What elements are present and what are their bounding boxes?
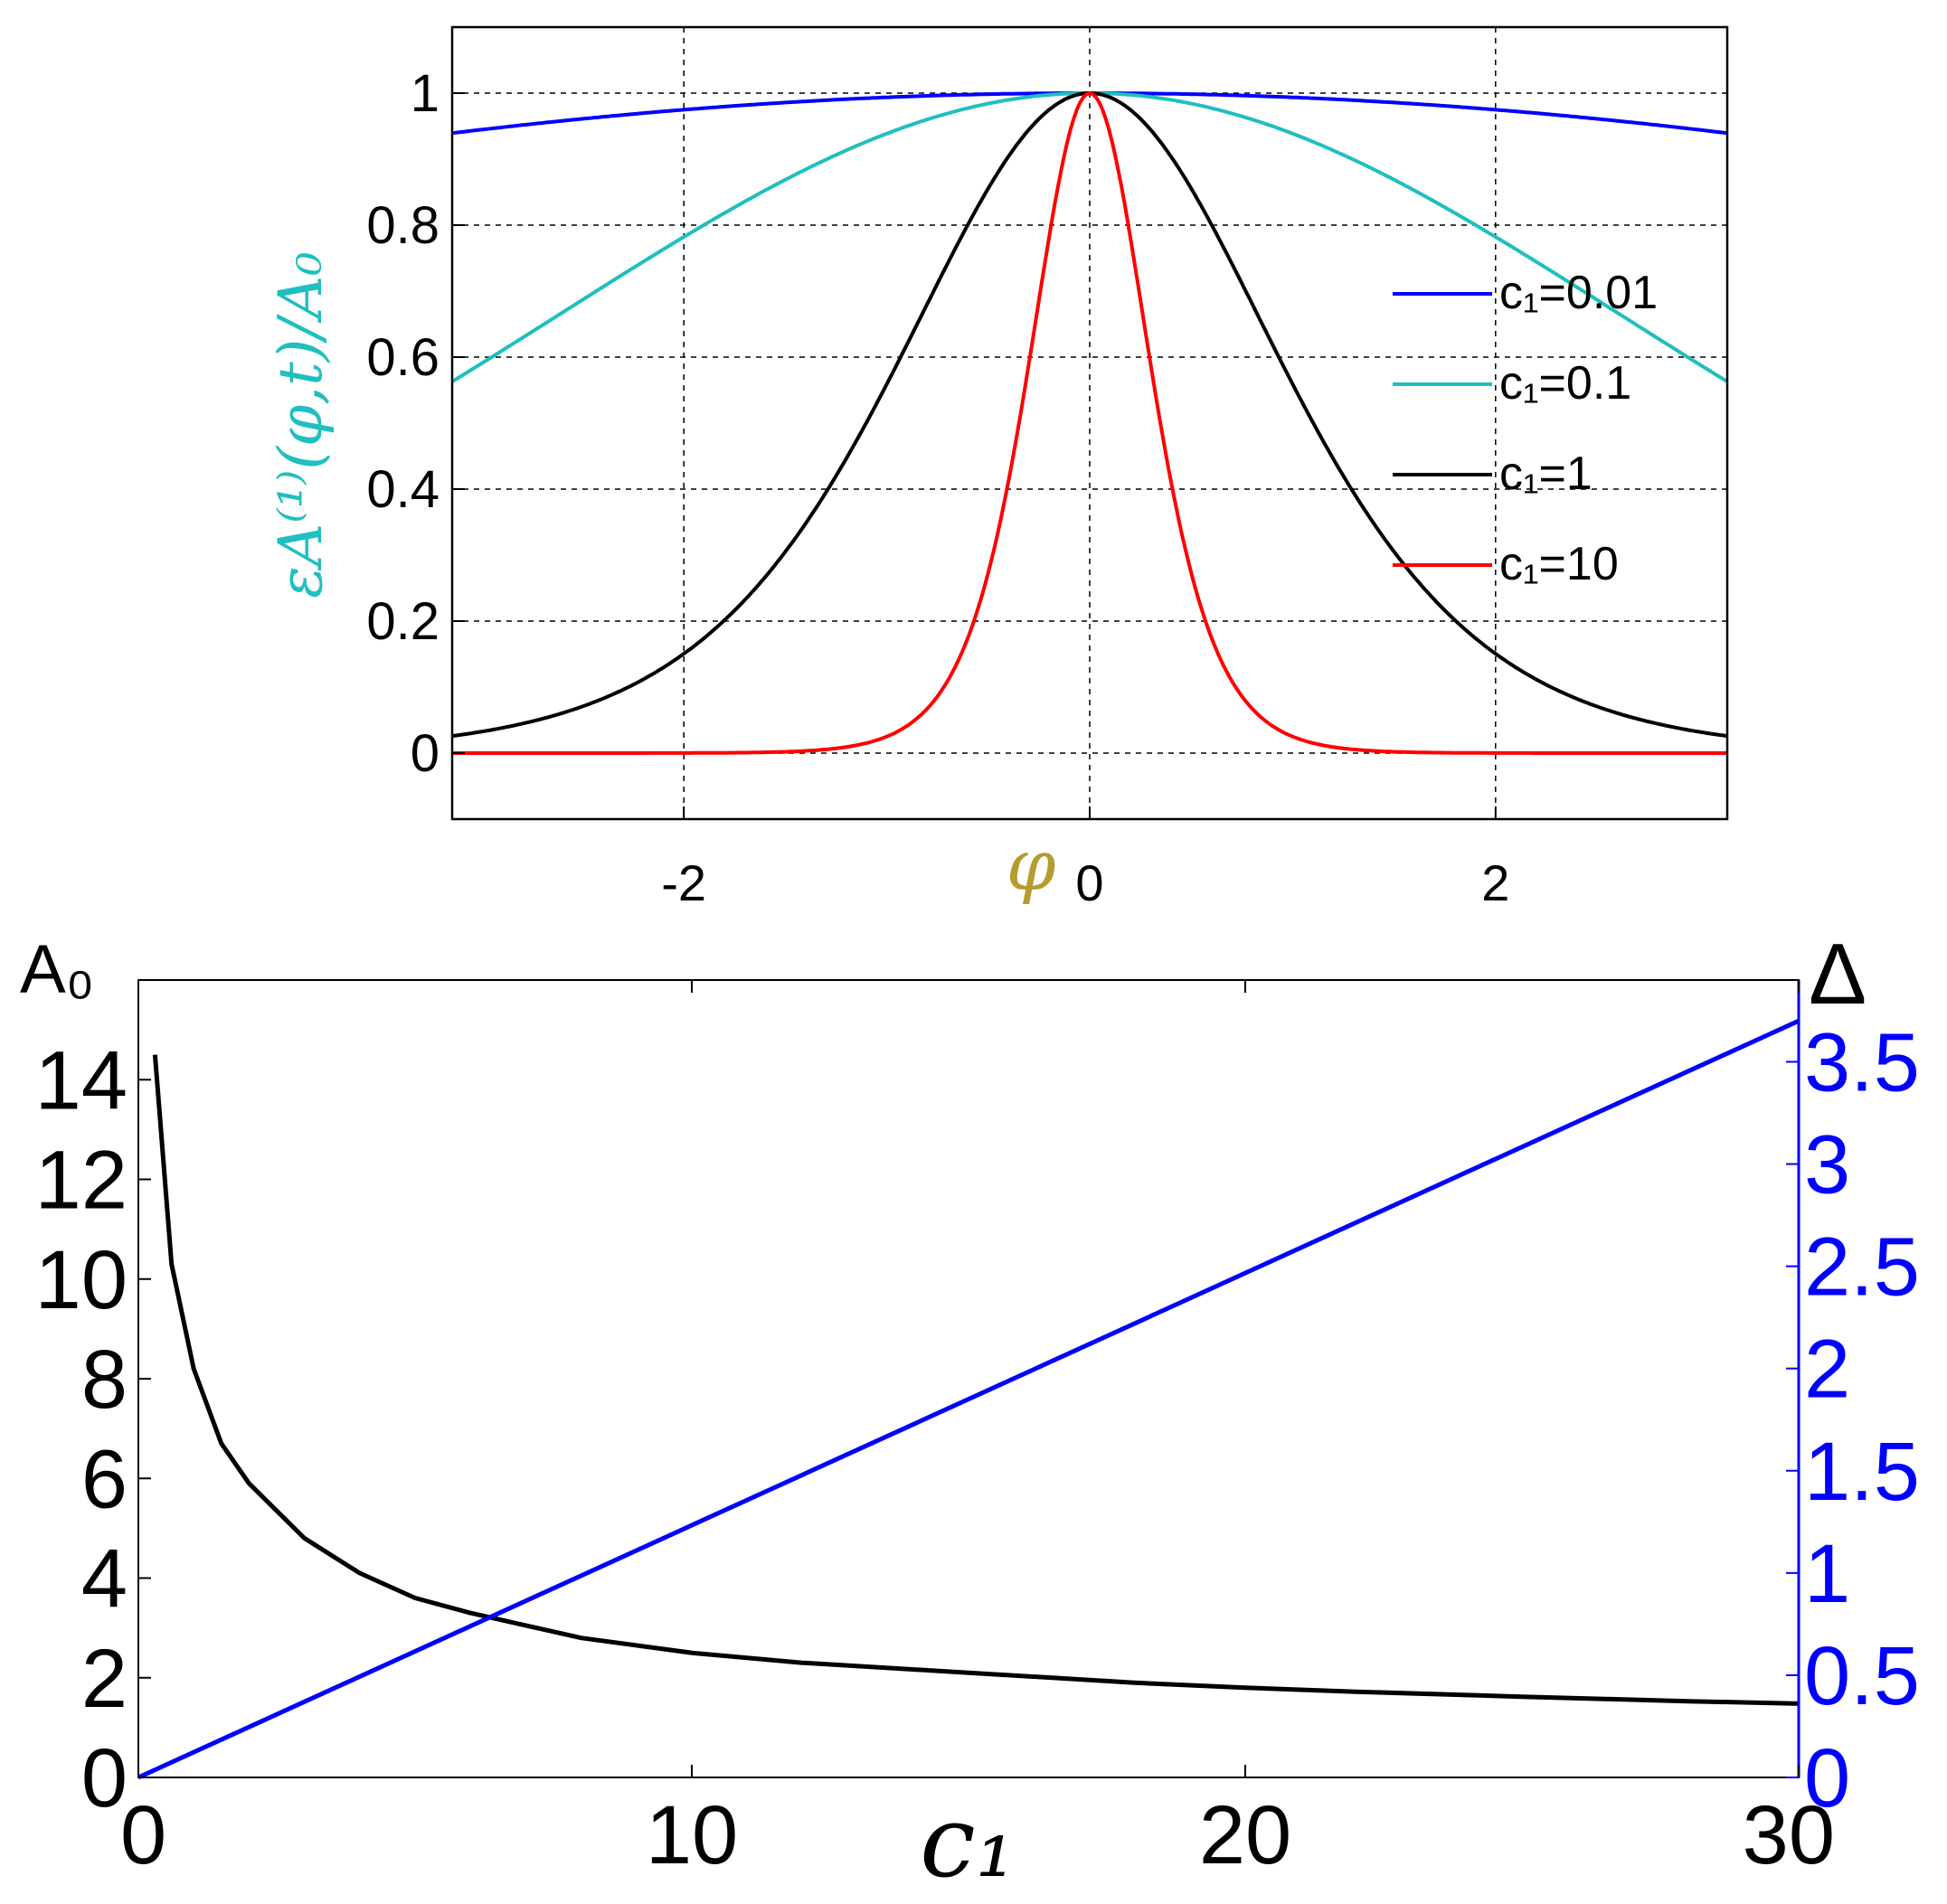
bottom-right-tick-label: 0 bbox=[1804, 1732, 1850, 1824]
bottom-left-tick-label: 0 bbox=[81, 1732, 128, 1824]
bottom-plot-frame bbox=[137, 979, 1800, 1778]
top-y-tick-label: 1 bbox=[411, 64, 439, 123]
top-legend-label: c₁=10 bbox=[1499, 538, 1619, 590]
bottom-right-tick-label: 0.5 bbox=[1804, 1630, 1920, 1722]
top-y-tick-label: 0.2 bbox=[366, 592, 439, 651]
bottom-x-tick-label: 10 bbox=[646, 1789, 738, 1881]
bottom-right-tick-label: 3.5 bbox=[1804, 1016, 1920, 1108]
bottom-x-tick-label: 20 bbox=[1199, 1789, 1291, 1881]
top-ticks: -2 0 2 0 0.2 0.4 0.6 0.8 1 bbox=[366, 64, 1509, 911]
top-y-tick-label: 0 bbox=[411, 724, 439, 783]
bottom-left-tick-label: 4 bbox=[81, 1533, 128, 1626]
bottom-x-tick-label: 0 bbox=[120, 1789, 166, 1881]
bottom-series-line bbox=[152, 1054, 1800, 1706]
top-x-tick-label: 0 bbox=[1075, 854, 1103, 911]
bottom-left-tick-label: 12 bbox=[35, 1135, 128, 1227]
bottom-right-tick-label: 1 bbox=[1804, 1528, 1850, 1620]
bottom-x-tick-label: 30 bbox=[1743, 1789, 1835, 1881]
bottom-series bbox=[137, 1018, 1801, 1780]
bottom-right-tick-label: 1.5 bbox=[1804, 1426, 1920, 1518]
bottom-left-tick-label: 14 bbox=[35, 1034, 128, 1126]
bottom-right-tick-label: 3 bbox=[1804, 1119, 1850, 1211]
top-legend-label: c₁=0.01 bbox=[1499, 267, 1658, 319]
top-y-tick-label: 0.8 bbox=[366, 196, 439, 255]
bottom-x-axis-label: c₁ bbox=[920, 1784, 1016, 1899]
bottom-right-tick-label: 2 bbox=[1804, 1324, 1850, 1416]
top-grid bbox=[452, 27, 1727, 819]
top-x-tick-label: 2 bbox=[1481, 854, 1509, 911]
top-legend-label: c₁=1 bbox=[1499, 448, 1593, 500]
top-y-tick-label: 0.4 bbox=[366, 460, 439, 519]
bottom-right-axis-label: Δ bbox=[1809, 926, 1867, 1023]
bottom-left-tick-label: 2 bbox=[81, 1633, 128, 1725]
top-y-tick-label: 0.6 bbox=[366, 328, 439, 387]
top-x-tick-label: -2 bbox=[661, 854, 706, 911]
bottom-left-axis-label: A₀ bbox=[20, 931, 94, 1008]
bottom-series-line bbox=[137, 1018, 1801, 1780]
top-chart: -2 0 2 0 0.2 0.4 0.6 0.8 1 c₁=0.01 c₁=0.1 c₁=1 c₁=1… bbox=[266, 25, 1729, 911]
bottom-left-tick-label: 10 bbox=[35, 1234, 128, 1326]
top-series-line bbox=[452, 90, 1727, 755]
top-x-axis-label: φ bbox=[1007, 825, 1056, 907]
top-y-axis-label: εA⁽¹⁾(φ,t)/A₀ bbox=[266, 251, 336, 599]
bottom-left-tick-label: 8 bbox=[81, 1334, 128, 1426]
top-legend: c₁=0.01 c₁=0.1 c₁=1 c₁=10 bbox=[1393, 267, 1658, 590]
bottom-right-tick-label: 2.5 bbox=[1804, 1221, 1920, 1314]
top-series bbox=[450, 90, 1729, 755]
bottom-left-tick-label: 6 bbox=[81, 1433, 128, 1525]
top-legend-label: c₁=0.1 bbox=[1499, 357, 1631, 410]
